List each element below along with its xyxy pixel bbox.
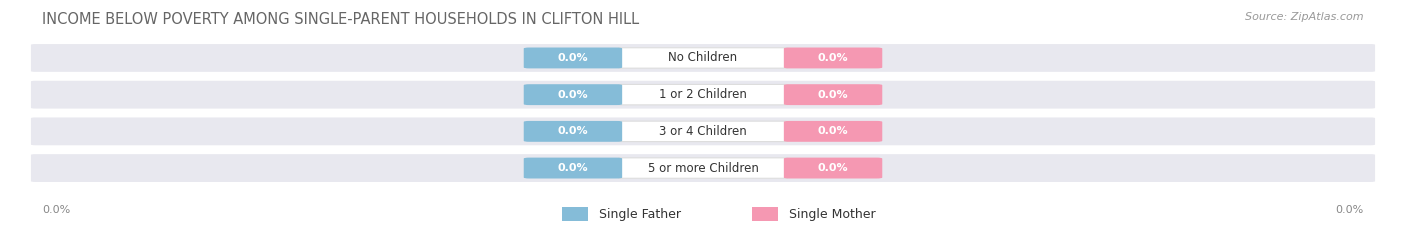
Text: 0.0%: 0.0% [818,163,848,173]
Text: Single Mother: Single Mother [789,208,876,221]
Text: 3 or 4 Children: 3 or 4 Children [659,125,747,138]
Text: 0.0%: 0.0% [818,90,848,100]
FancyBboxPatch shape [619,121,787,142]
FancyBboxPatch shape [785,158,883,178]
FancyBboxPatch shape [31,81,1375,109]
Text: 0.0%: 0.0% [42,205,70,215]
Text: Single Father: Single Father [599,208,681,221]
FancyBboxPatch shape [619,84,787,105]
FancyBboxPatch shape [31,154,1375,182]
Text: 0.0%: 0.0% [1336,205,1364,215]
FancyBboxPatch shape [524,121,621,142]
FancyBboxPatch shape [31,44,1375,72]
Text: INCOME BELOW POVERTY AMONG SINGLE-PARENT HOUSEHOLDS IN CLIFTON HILL: INCOME BELOW POVERTY AMONG SINGLE-PARENT… [42,12,640,27]
Text: 0.0%: 0.0% [818,126,848,136]
Text: 0.0%: 0.0% [558,163,588,173]
Text: 0.0%: 0.0% [818,53,848,63]
Text: 5 or more Children: 5 or more Children [648,161,758,175]
FancyBboxPatch shape [562,207,588,221]
Text: Source: ZipAtlas.com: Source: ZipAtlas.com [1246,12,1364,22]
FancyBboxPatch shape [524,48,621,69]
FancyBboxPatch shape [752,207,778,221]
Text: 0.0%: 0.0% [558,53,588,63]
Text: 0.0%: 0.0% [558,126,588,136]
FancyBboxPatch shape [785,48,883,69]
FancyBboxPatch shape [619,48,787,68]
Text: 1 or 2 Children: 1 or 2 Children [659,88,747,101]
Text: No Children: No Children [668,51,738,65]
FancyBboxPatch shape [31,117,1375,145]
Text: 0.0%: 0.0% [558,90,588,100]
FancyBboxPatch shape [785,84,883,105]
FancyBboxPatch shape [619,158,787,178]
FancyBboxPatch shape [524,84,621,105]
FancyBboxPatch shape [785,121,883,142]
FancyBboxPatch shape [524,158,621,178]
